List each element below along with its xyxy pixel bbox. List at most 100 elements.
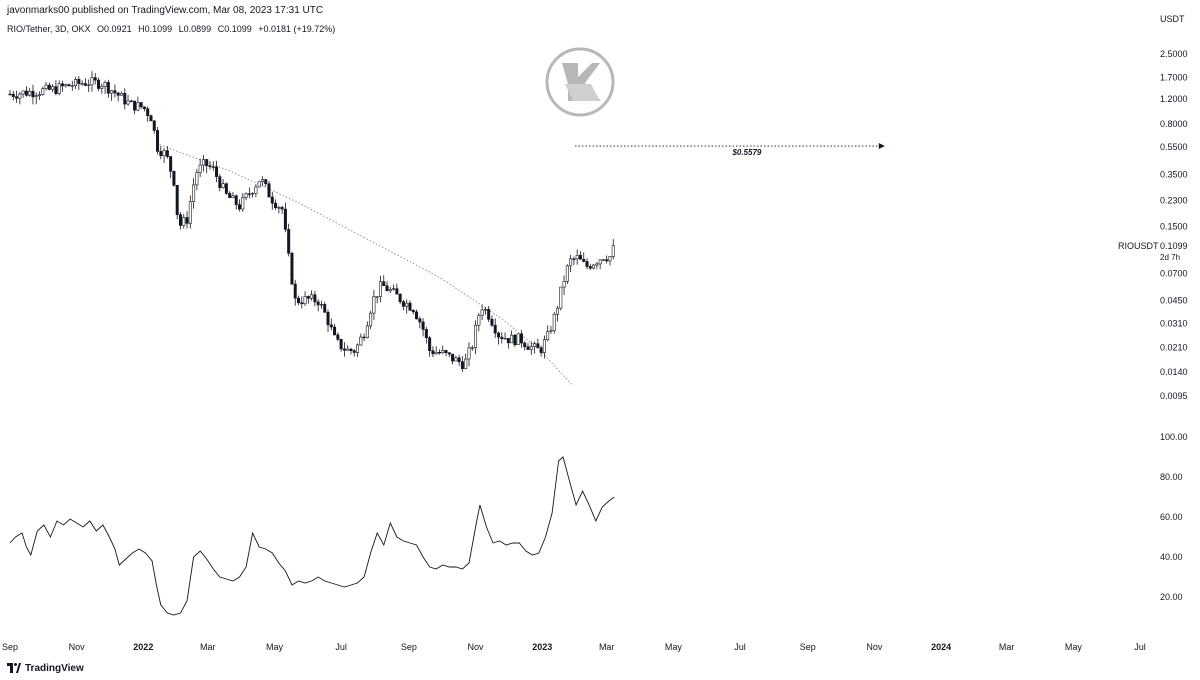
candle[interactable] [533,341,537,354]
candle[interactable] [34,92,38,105]
candle[interactable] [182,213,186,229]
candle[interactable] [444,349,448,357]
candle[interactable] [467,342,471,367]
candle[interactable] [336,332,340,342]
candle[interactable] [165,146,169,159]
candle[interactable] [559,286,563,311]
candle[interactable] [434,346,438,355]
candle[interactable] [477,312,481,332]
candle[interactable] [313,290,317,307]
candle[interactable] [152,120,156,134]
candle[interactable] [408,300,412,311]
candle[interactable] [316,299,320,312]
candle[interactable] [503,332,507,340]
candle[interactable] [460,356,464,372]
candle[interactable] [51,84,55,93]
candle[interactable] [80,80,84,86]
candle[interactable] [405,299,409,314]
candle[interactable] [319,300,323,309]
candle[interactable] [136,96,140,112]
candle[interactable] [28,87,32,97]
candle[interactable] [424,326,428,344]
candle[interactable] [592,263,596,270]
candle[interactable] [356,343,360,357]
candle[interactable] [306,295,310,304]
candle[interactable] [546,325,550,342]
candle[interactable] [608,255,612,266]
candle[interactable] [139,102,143,109]
candle[interactable] [441,345,445,355]
candle[interactable] [198,158,202,177]
candle[interactable] [274,199,278,210]
candle[interactable] [270,191,274,210]
candle[interactable] [162,148,166,164]
candle[interactable] [418,316,422,329]
candle[interactable] [605,255,609,264]
candle[interactable] [221,179,225,189]
candle[interactable] [142,106,146,112]
candle[interactable] [437,349,441,355]
candle[interactable] [588,263,592,271]
candle[interactable] [497,331,501,345]
candle[interactable] [93,73,97,85]
candle[interactable] [205,158,209,174]
candle[interactable] [218,174,222,192]
candle[interactable] [77,76,81,91]
candle[interactable] [595,261,599,269]
candle[interactable] [149,114,153,122]
candle[interactable] [146,106,150,122]
candle[interactable] [549,325,553,334]
candle[interactable] [375,296,379,304]
candle[interactable] [159,146,163,160]
candle[interactable] [378,275,382,303]
candle[interactable] [483,306,487,315]
candle[interactable] [211,161,215,171]
candle[interactable] [349,347,353,355]
candle[interactable] [565,264,569,285]
candle[interactable] [611,239,615,260]
candle[interactable] [126,94,130,106]
candle[interactable] [310,290,314,301]
candle[interactable] [103,80,107,94]
candle[interactable] [156,127,160,155]
candle[interactable] [323,301,327,313]
candle[interactable] [359,333,363,346]
candle[interactable] [123,88,127,110]
candle[interactable] [372,290,376,320]
candle[interactable] [536,338,540,349]
candle[interactable] [290,251,294,286]
candle[interactable] [54,80,58,96]
candle[interactable] [201,154,205,172]
candle[interactable] [195,169,199,191]
oscillator-line[interactable] [9,456,615,616]
candle[interactable] [283,202,287,233]
candle[interactable] [169,155,173,179]
candle[interactable] [562,275,566,295]
candle[interactable] [87,79,91,93]
candle[interactable] [116,92,120,102]
candle[interactable] [254,184,258,198]
candle[interactable] [365,321,369,339]
candle[interactable] [362,333,366,342]
candle[interactable] [244,192,248,200]
candle[interactable] [8,90,12,96]
candle[interactable] [395,283,399,295]
candle[interactable] [215,160,219,183]
candle[interactable] [260,176,264,186]
candle[interactable] [192,178,196,209]
candle[interactable] [297,295,301,306]
candle[interactable] [457,354,461,366]
candle[interactable] [241,193,245,213]
candle[interactable] [70,80,74,91]
candle[interactable] [267,180,271,198]
candle[interactable] [257,181,261,188]
candle[interactable] [523,341,527,351]
candle[interactable] [38,91,42,100]
candle[interactable] [516,333,520,345]
candle[interactable] [228,191,232,198]
candle[interactable] [90,71,94,92]
candle[interactable] [500,331,504,344]
candle[interactable] [231,192,235,198]
candle[interactable] [277,205,281,214]
candle[interactable] [569,254,573,273]
